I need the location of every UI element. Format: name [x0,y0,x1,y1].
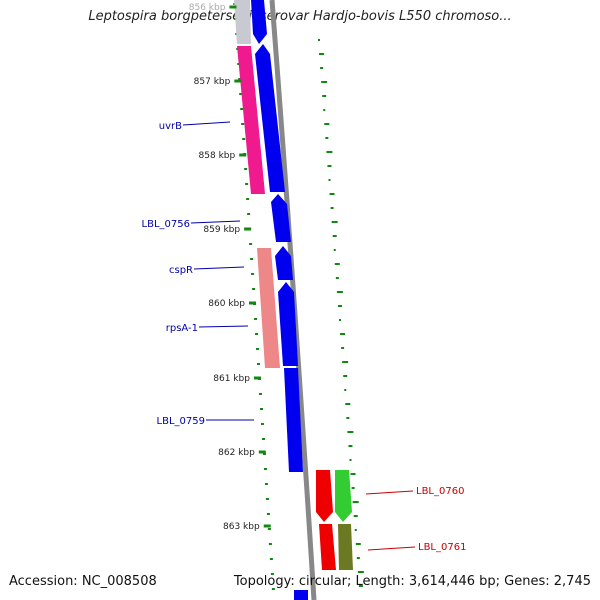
map-title: Leptospira borgpetersenii serovar Hardjo… [88,9,512,24]
gene-label: cspR [169,265,193,276]
gene-block-lbl0761-olive [338,524,353,570]
cds-arrow [255,44,285,192]
ruler-tick-label: 863 kbp [223,522,260,532]
gene-label: LBL_0756 [142,219,190,230]
cds-arrow [284,368,303,472]
gene-block-lbl0761 [319,524,336,570]
ruler-tick-label: 858 kbp [199,151,236,161]
gene-label-connector [367,546,416,551]
gene-label-connector [190,220,241,224]
gene-label: uvrB [159,121,182,132]
gene-label-connector [182,121,231,126]
gene-block-uvrb [237,46,265,194]
gc-content-track [233,3,364,590]
ruler-tick-label: 856 kbp [189,3,226,13]
ruler-tick-label: 862 kbp [218,448,255,458]
ruler-track: 856 kbp 857 kbp 858 kbp 859 kbp 860 kbp 861 k… [189,3,271,532]
cds-arrow [251,0,267,44]
accession-text: Accession: NC_008508 [9,574,157,589]
cds-arrow [294,590,308,600]
cds-arrow [278,282,298,366]
ruler-tick-label: 859 kbp [203,225,240,235]
gene-label-connector [198,325,249,328]
gene-block-lbl0760 [316,470,333,522]
gene-label: rpsA-1 [166,323,198,334]
genome-stats-text: Topology: circular; Length: 3,614,446 bp… [233,574,591,589]
cds-arrow [275,246,293,280]
gene-block-rpsa [257,248,280,368]
gene-label-connector [193,266,245,270]
ruler-tick-label: 860 kbp [208,299,245,309]
feature-track [234,0,353,600]
gene-label: LBL_0761 [418,542,466,553]
gene-block-lbl0760-green [335,470,352,522]
ruler-tick-label: 861 kbp [213,374,250,384]
cds-arrow [271,194,291,242]
gene-block-partial [234,0,251,44]
label-layer: uvrB LBL_0756 cspR rpsA-1 LBL_0759 LBL_0760 LB… [142,121,467,553]
gene-label: LBL_0759 [157,416,205,427]
gene-label: LBL_0760 [416,486,464,497]
ruler-tick-label: 857 kbp [194,77,231,87]
gene-label-connector [365,490,414,495]
